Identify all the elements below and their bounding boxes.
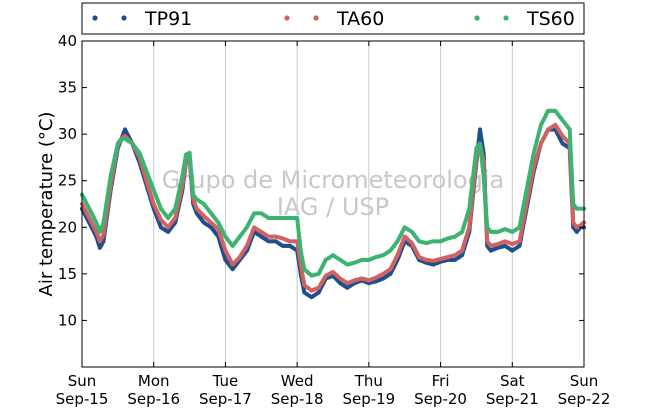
x-tick-label-day: Sun bbox=[68, 372, 97, 390]
legend-label: TS60 bbox=[526, 8, 575, 30]
y-tick-label: 35 bbox=[58, 79, 77, 97]
plot-area: Grupo de Micrometeorologia IAG / USP bbox=[79, 40, 587, 368]
legend-label: TP91 bbox=[144, 8, 192, 30]
y-tick-label: 10 bbox=[58, 311, 77, 329]
legend-item-ts60: TS60 bbox=[474, 8, 575, 30]
x-tick-labels: SunSep-15MonSep-16TueSep-17WedSep-18ThuS… bbox=[56, 372, 611, 408]
y-tick-label: 30 bbox=[58, 125, 77, 143]
legend-marker bbox=[92, 15, 98, 21]
legend-marker bbox=[121, 15, 127, 21]
legend-label: TA60 bbox=[336, 8, 384, 30]
x-tick-label-date: Sep-18 bbox=[271, 390, 324, 408]
x-tick-label-day: Sat bbox=[500, 372, 525, 390]
watermark-line-1: Grupo de Micrometeorologia bbox=[162, 166, 504, 194]
x-tick-label-date: Sep-16 bbox=[127, 390, 180, 408]
plot-background bbox=[82, 41, 584, 367]
legend-frame bbox=[81, 2, 585, 35]
y-tick-label: 20 bbox=[58, 218, 77, 236]
x-tick-label-date: Sep-21 bbox=[486, 390, 539, 408]
x-tick-label-date: Sep-22 bbox=[558, 390, 611, 408]
x-tick-label-date: Sep-15 bbox=[56, 390, 109, 408]
x-tick-label-date: Sep-20 bbox=[414, 390, 467, 408]
x-tick-label-day: Fri bbox=[432, 372, 450, 390]
x-tick-label-day: Tue bbox=[212, 372, 239, 390]
legend-marker bbox=[474, 15, 480, 21]
watermark: Grupo de Micrometeorologia IAG / USP bbox=[162, 166, 504, 221]
series-ts60 bbox=[79, 108, 587, 278]
legend: TP91 TA60 TS60 bbox=[81, 2, 585, 35]
series-layer bbox=[79, 108, 587, 300]
legend-marker bbox=[503, 15, 509, 21]
x-tick-label-day: Wed bbox=[281, 372, 314, 390]
y-axis-title: Air temperature (°C) bbox=[36, 112, 57, 297]
x-tick-label-date: Sep-17 bbox=[199, 390, 252, 408]
y-tick-label: 40 bbox=[58, 32, 77, 50]
x-tick-label-day: Thu bbox=[354, 372, 383, 390]
x-tick-label-date: Sep-19 bbox=[342, 390, 395, 408]
legend-item-ta60: TA60 bbox=[284, 8, 384, 30]
axis-ticks bbox=[81, 40, 585, 367]
legend-marker bbox=[313, 15, 319, 21]
legend-item-tp91: TP91 bbox=[92, 8, 192, 30]
y-tick-label: 25 bbox=[58, 172, 77, 190]
x-tick-label-day: Mon bbox=[138, 372, 170, 390]
y-tick-label: 15 bbox=[58, 265, 77, 283]
y-tick-labels: 10 15 20 25 30 35 40 bbox=[58, 32, 77, 329]
legend-marker bbox=[284, 15, 290, 21]
plot-frame bbox=[81, 40, 585, 368]
x-tick-label-day: Sun bbox=[570, 372, 599, 390]
